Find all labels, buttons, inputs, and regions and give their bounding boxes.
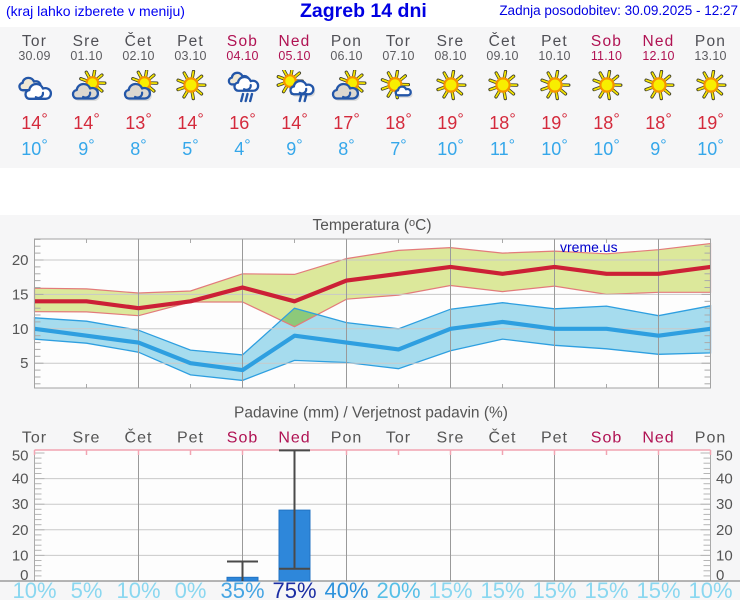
svg-text:Padavine (mm) / Verjetnost pad: Padavine (mm) / Verjetnost padavin (%) bbox=[234, 405, 508, 422]
svg-text:Tor: Tor bbox=[386, 430, 411, 447]
svg-text:50: 50 bbox=[716, 448, 733, 465]
svg-text:Tor: Tor bbox=[22, 430, 47, 447]
svg-text:Sre: Sre bbox=[437, 430, 465, 447]
svg-text:Ned: Ned bbox=[278, 430, 310, 447]
svg-text:20: 20 bbox=[12, 522, 29, 539]
svg-text:Pet: Pet bbox=[177, 430, 204, 447]
svg-text:5: 5 bbox=[20, 355, 28, 372]
svg-text:Temperatura (oC): Temperatura (oC) bbox=[313, 217, 432, 234]
svg-text:30: 30 bbox=[12, 496, 29, 513]
svg-text:50: 50 bbox=[12, 448, 29, 465]
svg-text:Pet: Pet bbox=[541, 430, 568, 447]
svg-text:0: 0 bbox=[716, 567, 724, 584]
svg-text:5%: 5% bbox=[71, 578, 103, 600]
svg-text:Pon: Pon bbox=[695, 430, 726, 447]
svg-text:20: 20 bbox=[716, 522, 733, 539]
svg-text:Čet: Čet bbox=[125, 428, 153, 447]
svg-text:15%: 15% bbox=[480, 578, 524, 600]
svg-text:10: 10 bbox=[12, 547, 29, 564]
svg-text:Čet: Čet bbox=[489, 428, 517, 447]
svg-text:15%: 15% bbox=[428, 578, 472, 600]
svg-text:10: 10 bbox=[716, 547, 733, 564]
svg-text:10%: 10% bbox=[12, 578, 56, 600]
svg-text:Pon: Pon bbox=[331, 430, 362, 447]
svg-text:vreme.us: vreme.us bbox=[560, 239, 618, 255]
svg-text:15%: 15% bbox=[532, 578, 576, 600]
svg-text:10: 10 bbox=[12, 321, 29, 338]
svg-text:75%: 75% bbox=[272, 578, 316, 600]
svg-text:15: 15 bbox=[12, 286, 29, 303]
svg-text:Sob: Sob bbox=[591, 430, 622, 447]
svg-text:40%: 40% bbox=[324, 578, 368, 600]
svg-text:Ned: Ned bbox=[642, 430, 674, 447]
svg-text:10%: 10% bbox=[116, 578, 160, 600]
svg-text:20%: 20% bbox=[376, 578, 420, 600]
svg-text:Sre: Sre bbox=[73, 430, 101, 447]
svg-text:10%: 10% bbox=[688, 578, 732, 600]
svg-text:15%: 15% bbox=[584, 578, 628, 600]
svg-text:20: 20 bbox=[12, 252, 29, 269]
svg-text:40: 40 bbox=[12, 471, 29, 488]
svg-text:0%: 0% bbox=[175, 578, 207, 600]
svg-text:35%: 35% bbox=[220, 578, 264, 600]
svg-text:40: 40 bbox=[716, 471, 733, 488]
svg-text:15%: 15% bbox=[636, 578, 680, 600]
svg-text:Sob: Sob bbox=[227, 430, 258, 447]
svg-text:0: 0 bbox=[20, 567, 28, 584]
svg-text:30: 30 bbox=[716, 496, 733, 513]
